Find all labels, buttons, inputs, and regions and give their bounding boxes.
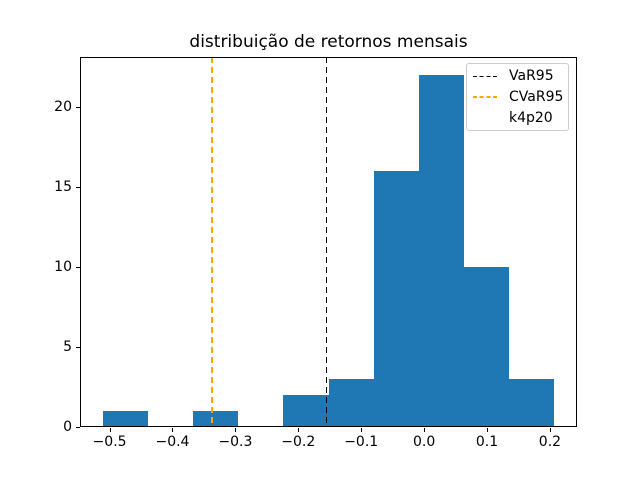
y-tick [76,186,80,188]
legend-handle-cvar95 [473,96,497,98]
legend-label: k4p20 [509,109,553,126]
x-tick [424,428,426,432]
x-tick [361,428,363,432]
x-tick [298,428,300,432]
x-tick-label: −0.3 [218,434,253,450]
histogram-bar [283,394,329,427]
histogram-bar [464,266,510,427]
x-tick-label: −0.1 [344,434,379,450]
histogram-bar [102,410,148,427]
histogram-bar [509,378,555,427]
histogram-bar [193,410,239,427]
y-tick-label: 10 [54,258,72,275]
y-tick [76,106,80,108]
legend-entry: CVaR95 [473,87,564,108]
x-tick-label: −0.5 [92,434,127,450]
legend-handle-var95 [473,75,497,78]
cvar95-line [211,57,213,427]
histogram-bar [418,74,465,427]
y-tick [76,427,80,428]
histogram-bar [328,378,374,427]
legend-entry: VaR95 [473,66,564,87]
y-tick-label: 0 [63,419,72,435]
x-tick-label: 0.2 [538,434,562,450]
legend-handle-k4p20 [473,117,497,119]
y-tick-label: 20 [54,98,72,115]
legend-entry: k4p20 [473,107,564,128]
histogram-bar [373,170,419,427]
x-tick [172,428,174,432]
x-tick [235,428,237,432]
legend-label: CVaR95 [509,89,564,105]
y-tick [76,266,80,268]
x-tick-label: 0.1 [475,434,499,450]
x-tick-label: −0.4 [155,434,190,450]
chart-title: distribuição de retornos mensais [189,32,468,52]
legend: VaR95 CVaR95 k4p20 [466,63,569,131]
var95-line [325,57,328,427]
y-tick-label: 5 [63,338,72,355]
x-tick [109,428,111,432]
x-tick [487,428,489,432]
x-tick [549,428,551,432]
x-tick-label: −0.2 [281,434,316,450]
x-tick-label: 0.0 [412,434,436,450]
legend-label: VaR95 [509,68,554,85]
y-tick-label: 15 [54,178,72,195]
y-tick [76,346,80,348]
